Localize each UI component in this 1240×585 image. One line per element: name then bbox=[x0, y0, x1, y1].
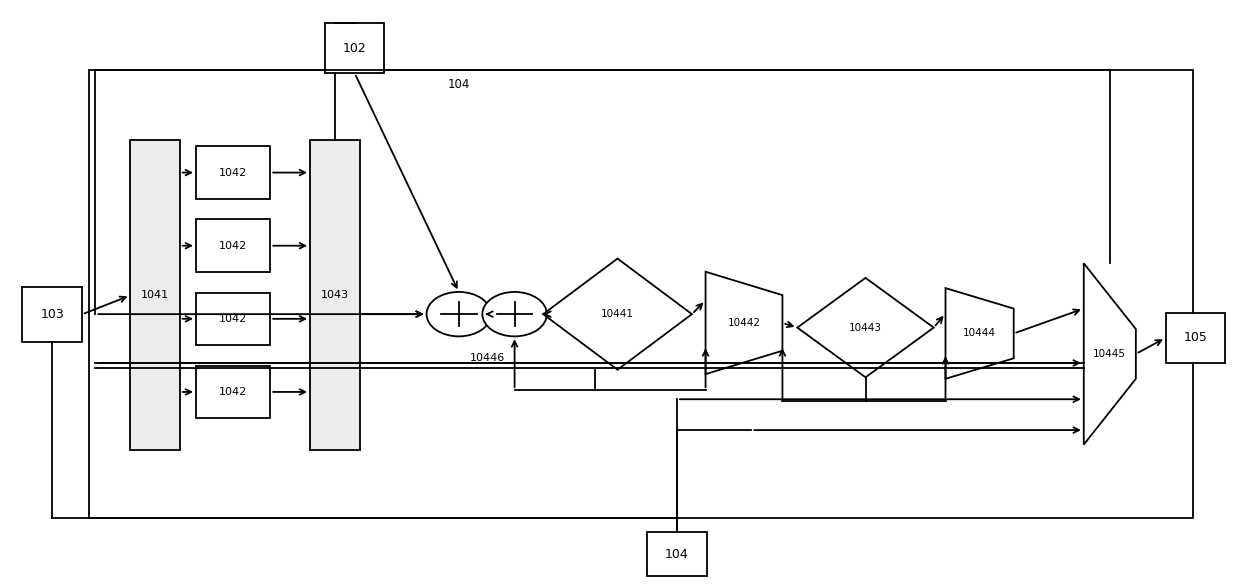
FancyBboxPatch shape bbox=[196, 292, 270, 345]
Polygon shape bbox=[543, 259, 692, 370]
Text: 1042: 1042 bbox=[219, 314, 247, 324]
Polygon shape bbox=[706, 271, 782, 374]
FancyBboxPatch shape bbox=[310, 140, 360, 450]
Text: 10443: 10443 bbox=[849, 322, 882, 333]
Polygon shape bbox=[797, 278, 934, 377]
FancyBboxPatch shape bbox=[325, 23, 384, 73]
Text: 104: 104 bbox=[448, 78, 470, 91]
Text: 10442: 10442 bbox=[728, 318, 760, 328]
Text: 1042: 1042 bbox=[219, 387, 247, 397]
Polygon shape bbox=[1084, 263, 1136, 445]
Ellipse shape bbox=[427, 292, 491, 336]
Text: 104: 104 bbox=[665, 548, 689, 561]
Text: 10441: 10441 bbox=[601, 309, 634, 319]
FancyBboxPatch shape bbox=[22, 287, 82, 342]
FancyBboxPatch shape bbox=[196, 146, 270, 199]
Text: 10444: 10444 bbox=[963, 328, 996, 339]
Text: 1043: 1043 bbox=[321, 290, 348, 301]
Text: 10446: 10446 bbox=[470, 353, 505, 363]
FancyBboxPatch shape bbox=[196, 366, 270, 418]
Text: 10445: 10445 bbox=[1094, 349, 1126, 359]
Polygon shape bbox=[946, 288, 1014, 379]
FancyBboxPatch shape bbox=[1166, 313, 1225, 363]
Ellipse shape bbox=[482, 292, 547, 336]
FancyBboxPatch shape bbox=[196, 219, 270, 272]
FancyBboxPatch shape bbox=[130, 140, 180, 450]
Text: 1042: 1042 bbox=[219, 167, 247, 178]
FancyBboxPatch shape bbox=[647, 532, 707, 576]
Text: 1042: 1042 bbox=[219, 240, 247, 251]
Text: 103: 103 bbox=[40, 308, 64, 321]
Text: 1041: 1041 bbox=[141, 290, 169, 301]
Text: 105: 105 bbox=[1183, 331, 1208, 345]
Text: 102: 102 bbox=[342, 42, 367, 55]
